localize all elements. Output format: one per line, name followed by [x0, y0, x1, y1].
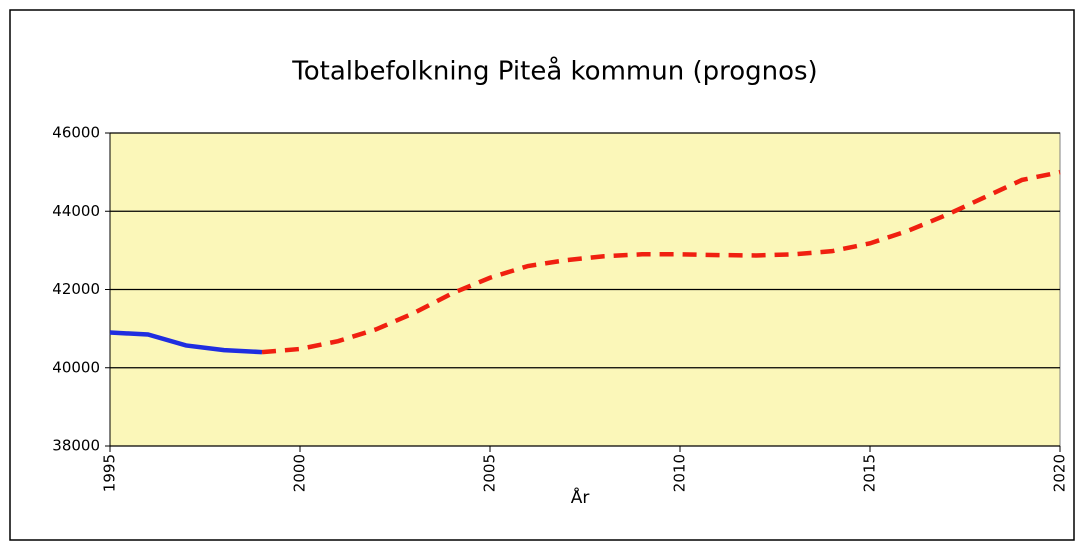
x-axis-label: År — [571, 486, 590, 508]
x-tick-label: 2005 — [481, 454, 499, 492]
y-tick-label: 42000 — [52, 280, 100, 298]
y-tick-label: 46000 — [52, 124, 100, 142]
y-tick-label: 44000 — [52, 202, 100, 220]
chart-title: Totalbefolkning Piteå kommun (prognos) — [291, 56, 817, 87]
y-tick-label: 38000 — [52, 437, 100, 455]
series-line — [109, 330, 263, 355]
series-line — [261, 169, 1061, 355]
x-tick-label: 1995 — [101, 454, 119, 492]
x-tick-label: 2000 — [291, 454, 309, 492]
x-tick-label: 2020 — [1051, 454, 1069, 492]
x-tick-label: 2010 — [671, 454, 689, 492]
x-tick-label: 2015 — [861, 454, 879, 492]
y-tick-label: 40000 — [52, 358, 100, 376]
